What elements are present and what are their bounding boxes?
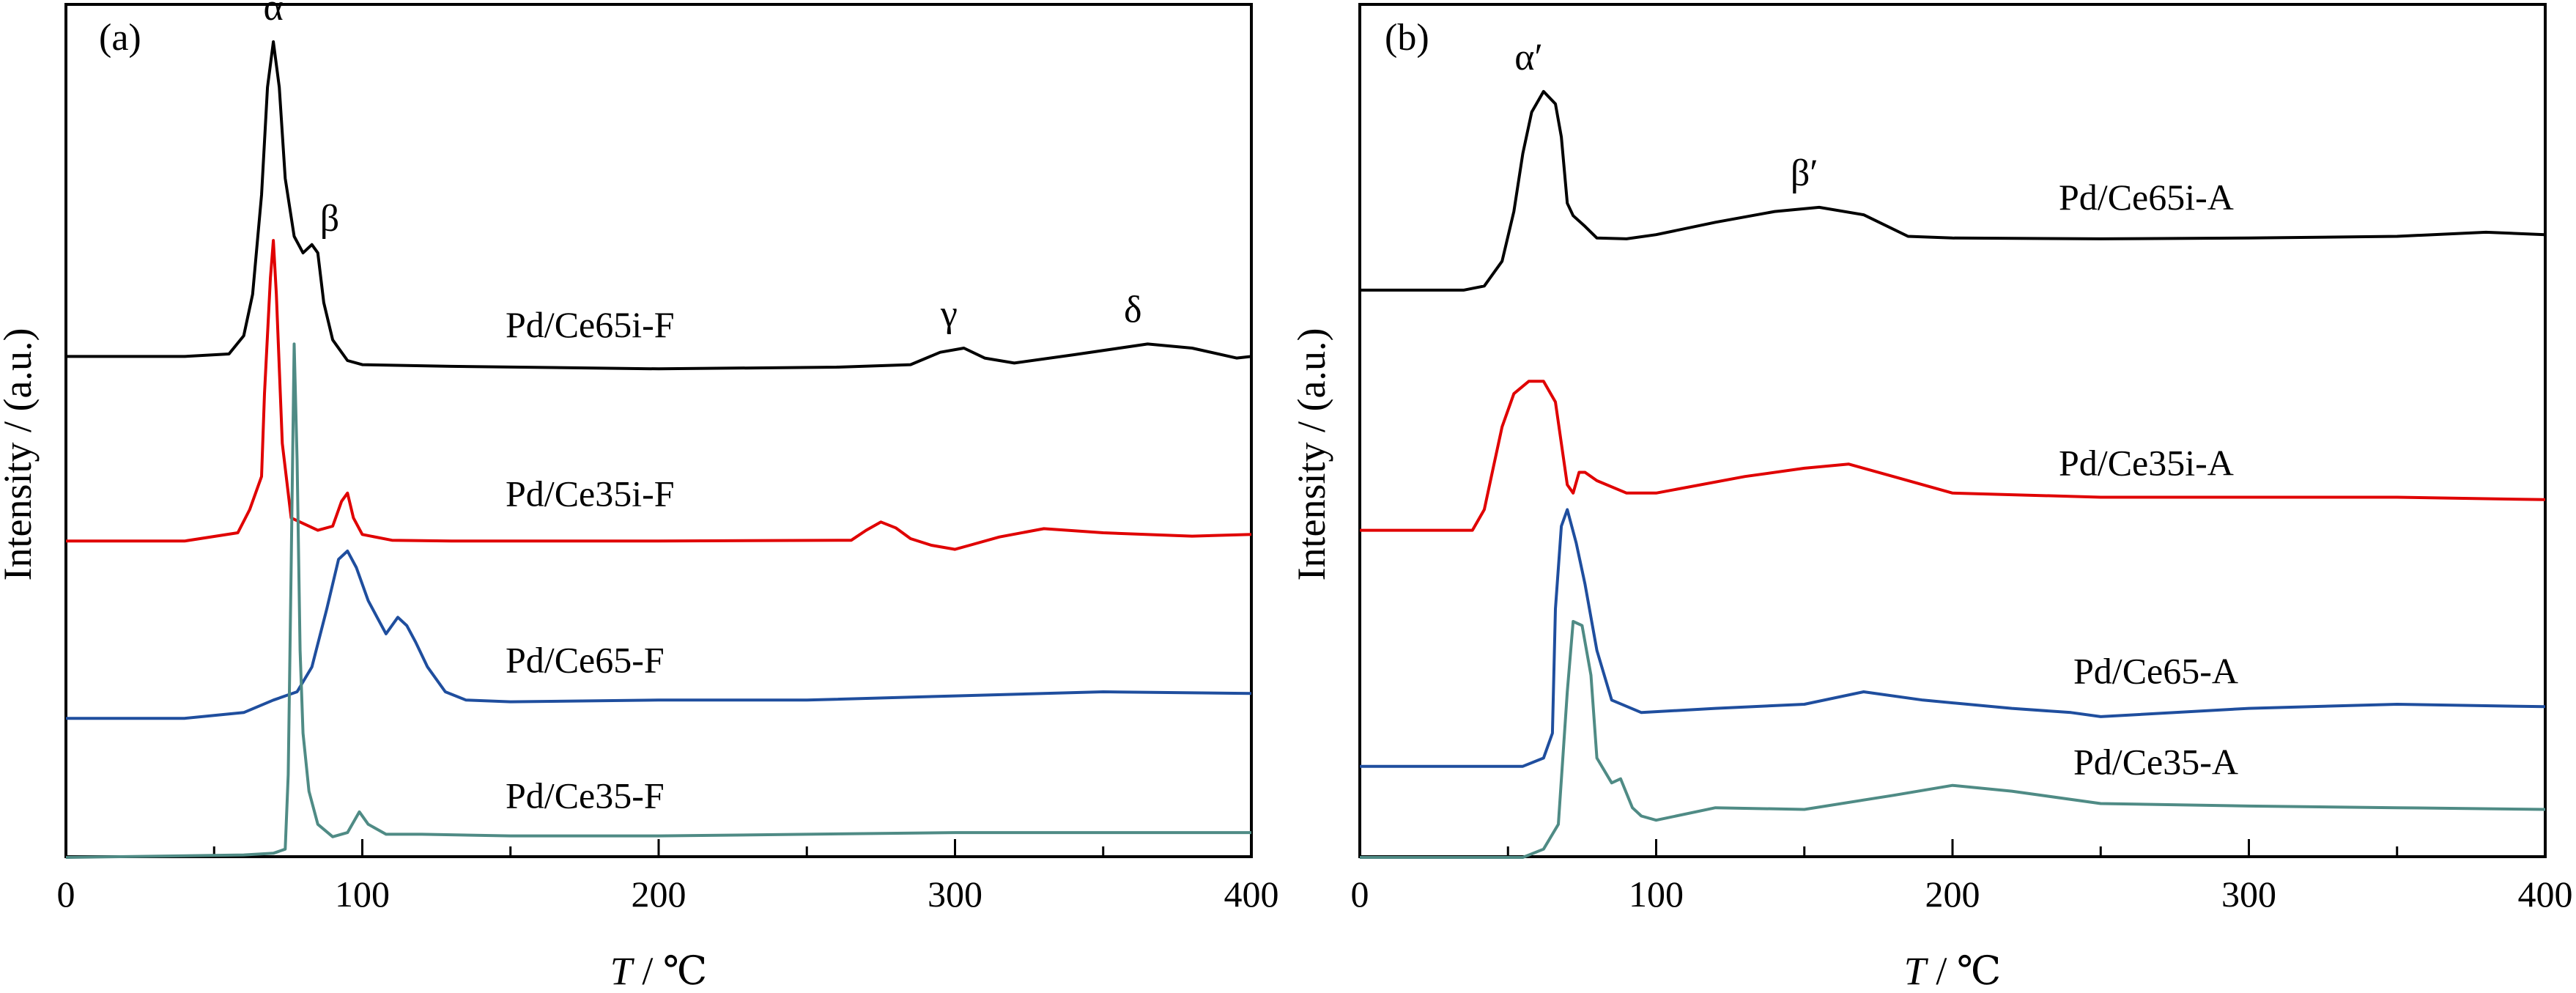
peak-label: α	[264, 0, 284, 29]
series-line-pd-ce65-a	[1360, 508, 2546, 768]
x-tick-label: 400	[1224, 874, 1279, 915]
x-tick-label: 400	[2518, 874, 2573, 915]
series-line-pd-ce65i-a	[1360, 89, 2546, 292]
series-line-pd-ce65i-f	[66, 40, 1252, 371]
series-label-pd-ce65i-a: Pd/Ce65i-A	[2059, 177, 2234, 218]
series-label-pd-ce35i-a: Pd/Ce35i-A	[2059, 442, 2234, 483]
x-tick-label: 100	[1629, 874, 1684, 915]
series-label-pd-ce35i-f: Pd/Ce35i-F	[506, 473, 675, 514]
series-label-pd-ce65-a: Pd/Ce65-A	[2073, 650, 2238, 691]
x-axis-unit: / ℃	[632, 949, 707, 993]
series-layer	[65, 40, 1252, 859]
panel-label: (b)	[1385, 17, 1429, 59]
x-axis-variable: T	[1904, 949, 1929, 993]
x-tick-label: 100	[335, 874, 390, 915]
panel-label: (a)	[99, 17, 141, 59]
y-axis-title: Intensity / (a.u.)	[0, 328, 40, 581]
series-label-pd-ce35-a: Pd/Ce35-A	[2073, 742, 2238, 783]
x-tick-label: 200	[1925, 874, 1980, 915]
series-line-pd-ce35i-f	[66, 239, 1252, 551]
panel-a: (a) 0 100 200 300 400 Pd/Ce65i-FPd/Ce35i-FPd…	[0, 0, 1279, 993]
labels-layer: Pd/Ce65i-F Pd/Ce35i-F Pd/Ce65-F Pd/Ce35-F α β…	[264, 0, 1142, 816]
peak-label: β	[320, 198, 339, 240]
plot-frame	[64, 3, 1253, 858]
series-label-pd-ce65i-f: Pd/Ce65i-F	[506, 304, 675, 345]
peak-label: β′	[1791, 152, 1818, 194]
series-line-pd-ce35-a	[1360, 620, 2546, 859]
series-line-pd-ce65-f	[66, 549, 1252, 720]
ticks-layer: 0 100 200 300 400	[1351, 839, 2573, 915]
peak-label: γ	[940, 293, 958, 335]
x-tick-label: 300	[928, 874, 982, 915]
y-axis-title: Intensity / (a.u.)	[1289, 328, 1333, 581]
x-axis-title: T / ℃	[1904, 949, 2001, 993]
ticks-layer: 0 100 200 300 400	[57, 839, 1279, 915]
series-label-pd-ce35-f: Pd/Ce35-F	[506, 775, 665, 816]
x-tick-label: 0	[57, 874, 75, 915]
peak-label: α′	[1514, 37, 1543, 78]
x-axis-unit: / ℃	[1926, 949, 2001, 993]
plot-frame	[1358, 3, 2547, 858]
series-layer	[1360, 89, 2546, 859]
series-label-pd-ce65-f: Pd/Ce65-F	[506, 640, 665, 681]
series-line-pd-ce35i-a	[1360, 380, 2546, 532]
labels-layer: Pd/Ce65i-A Pd/Ce35i-A Pd/Ce65-A Pd/Ce35-A α′…	[1514, 37, 2238, 783]
x-tick-label: 300	[2221, 874, 2276, 915]
x-tick-label: 200	[632, 874, 686, 915]
peak-label: δ	[1124, 289, 1142, 331]
series-line-pd-ce35-f	[65, 342, 1251, 859]
x-axis-title: T / ℃	[610, 949, 707, 993]
panel-b: (b) 0 100 200 300 400 Pd/Ce65i-APd/Ce35i-APd…	[1289, 3, 2573, 993]
x-axis-variable: T	[610, 949, 635, 993]
x-tick-label: 0	[1351, 874, 1369, 915]
